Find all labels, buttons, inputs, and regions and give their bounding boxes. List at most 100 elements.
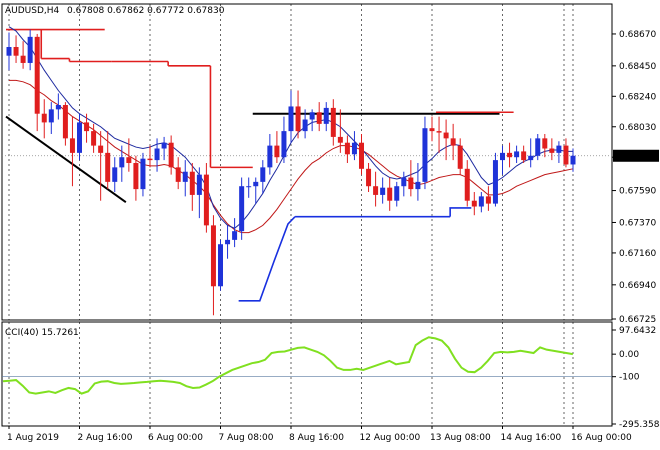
candle-bull [6, 47, 12, 56]
candle-bear [366, 168, 372, 187]
y-tick-label: 0.67160 [619, 249, 656, 259]
y-tick-label: 0.68450 [619, 62, 656, 72]
y-tick-label: 0.68670 [619, 30, 656, 40]
candle-bear [34, 36, 40, 114]
trendline [5, 115, 127, 203]
candle-bull [246, 186, 252, 188]
candle-bear [175, 167, 181, 182]
candle-bull [394, 186, 400, 201]
candle-bear [457, 145, 463, 169]
candle-bull [401, 177, 407, 187]
candle-bear [316, 112, 322, 124]
x-tick-label: 6 Aug 00:00 [148, 433, 203, 443]
x-tick-label: 13 Aug 08:00 [430, 433, 491, 443]
candle-bull [288, 106, 294, 132]
candle-bear [387, 187, 393, 201]
candle-bear [98, 145, 104, 153]
candle-bull [267, 145, 273, 168]
candle-bear [330, 107, 336, 137]
candle-bear [69, 138, 75, 153]
candle-bear [563, 145, 569, 165]
candle-bull [478, 196, 484, 207]
candle-bear [168, 142, 174, 168]
candle-bear [91, 131, 97, 146]
candle-bull [351, 142, 357, 155]
candle-bear [20, 55, 26, 63]
x-tick-label: 8 Aug 16:00 [289, 433, 344, 443]
ohlc-quote: 0.67808 0.67862 0.67772 0.67830 [67, 6, 225, 16]
candle-bear [337, 136, 343, 143]
candle-bull [309, 112, 315, 120]
candle-bear [408, 177, 414, 190]
candle-bear [485, 196, 491, 204]
y-tick-label: 0.67370 [619, 218, 656, 228]
candle-bull [182, 171, 188, 182]
y-tick-label: 0.68030 [619, 123, 656, 133]
candle-bear [189, 171, 195, 195]
candle-bull [302, 119, 308, 132]
candle-bull [161, 142, 167, 149]
candle-bear [147, 158, 153, 161]
cci-tick-label: 0.00 [619, 350, 639, 360]
y-tick-label: 0.66725 [619, 315, 656, 325]
candle-bear [443, 132, 449, 139]
candle-bear [13, 47, 19, 56]
candle-bear [126, 157, 132, 164]
symbol-label: AUDUSD,H4 [5, 6, 60, 16]
candle-bull [514, 151, 520, 158]
candle-bear [436, 131, 442, 133]
candle-bull [55, 105, 61, 110]
candle-bull [225, 239, 231, 245]
candle-bear [471, 200, 477, 207]
candle-bear [210, 225, 216, 287]
candle-bull [77, 122, 82, 153]
candle-bear [274, 145, 280, 158]
candle-bear [105, 152, 111, 182]
x-tick-label: 12 Aug 00:00 [360, 433, 421, 443]
candle-bull [380, 187, 386, 195]
y-tick-label: 0.68240 [619, 92, 656, 102]
price-badge-bg [613, 149, 659, 162]
x-tick-label: 1 Aug 2019 [7, 433, 59, 443]
candle-bear [359, 142, 364, 169]
candle-bull [500, 152, 505, 161]
candle-bull [48, 109, 54, 123]
candle-bear [84, 122, 90, 132]
candle-bull [119, 157, 125, 168]
candle-bear [62, 105, 68, 139]
y-tick-label: 0.67590 [619, 187, 656, 197]
candle-bull [422, 128, 428, 182]
candle-bear [549, 148, 555, 153]
stop-line-blue [449, 207, 472, 217]
candle-bear [295, 106, 301, 132]
candle-bull [27, 36, 33, 63]
cci-line [2, 336, 574, 395]
sma-slow-line [9, 79, 574, 234]
cci-header: CCI(40) 15.7261 [5, 328, 79, 338]
cci-tick-label: -100 [619, 373, 640, 383]
candle-bull [570, 155, 576, 165]
price-badge: 0.67830 [617, 152, 654, 162]
candle-bull [232, 231, 238, 240]
candle-bull [535, 138, 541, 156]
candle-bull [154, 148, 160, 161]
cci-tick-label: -295.3584 [619, 420, 660, 430]
candle-bear [450, 138, 456, 146]
candle-bear [521, 151, 527, 161]
candle-bull [260, 167, 266, 182]
candle-bull [112, 167, 118, 182]
candle-bear [464, 168, 470, 201]
candle-bull [528, 155, 534, 161]
x-tick-label: 2 Aug 16:00 [78, 433, 133, 443]
candle-bear [133, 163, 139, 190]
candle-bull [323, 107, 329, 124]
candle-bear [203, 174, 209, 226]
candle-bear [542, 138, 548, 149]
candle-bull [556, 145, 562, 153]
candle-bull [218, 244, 223, 287]
x-tick-label: 16 Aug 00:00 [571, 433, 632, 443]
main-panel [1, 3, 613, 321]
cci-tick-label: 97.6432 [619, 326, 656, 336]
candle-bear [507, 152, 513, 158]
